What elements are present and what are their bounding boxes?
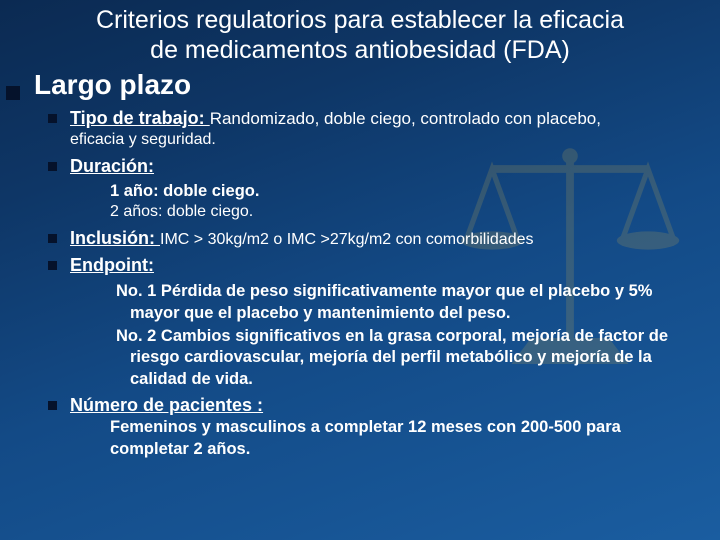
tipo-text: Randomizado, doble ciego, controlado con… xyxy=(210,109,601,128)
endpoint-label: Endpoint: xyxy=(70,255,154,275)
item-endpoint: Endpoint: No. 1 Pérdida de peso signific… xyxy=(48,254,696,390)
item-numero: Número de pacientes : Femeninos y mascul… xyxy=(48,394,696,460)
tipo-text2: eficacia y seguridad. xyxy=(70,130,696,150)
inclusion-text: IMC > 30kg/m2 o IMC >27kg/m2 con comorbi… xyxy=(160,231,534,248)
item-tipo: Tipo de trabajo: Randomizado, doble cieg… xyxy=(48,107,696,151)
item-inclusion: Inclusión: IMC > 30kg/m2 o IMC >27kg/m2 … xyxy=(48,227,696,250)
main-heading: Largo plazo xyxy=(34,69,191,101)
numero-p1: Femeninos y masculinos a completar 12 me… xyxy=(70,417,696,460)
main-heading-row: Largo plazo xyxy=(6,69,696,101)
duracion-label: Duración: xyxy=(70,156,154,176)
endpoint-block: No. 1 Pérdida de peso significativamente… xyxy=(102,281,696,390)
slide: Criterios regulatorios para establecer l… xyxy=(0,0,720,540)
bullet-list: Tipo de trabajo: Randomizado, doble cieg… xyxy=(48,107,696,460)
content: Criterios regulatorios para establecer l… xyxy=(0,0,720,460)
tipo-label: Tipo de trabajo: xyxy=(70,108,210,128)
endpoint-p1: No. 1 Pérdida de peso significativamente… xyxy=(102,281,696,324)
duracion-sub1: 1 año: doble ciego. xyxy=(110,180,696,202)
numero-block: Femeninos y masculinos a completar 12 me… xyxy=(70,417,696,460)
title-line-1: Criterios regulatorios para establecer l… xyxy=(24,6,696,36)
bullet-icon xyxy=(6,86,20,100)
numero-label: Número de pacientes : xyxy=(70,395,263,415)
duracion-sub2: 2 años: doble ciego. xyxy=(110,202,696,223)
inclusion-label: Inclusión: xyxy=(70,228,160,248)
title-line-2: de medicamentos antiobesidad (FDA) xyxy=(24,36,696,66)
item-duracion: Duración: 1 año: doble ciego. 2 años: do… xyxy=(48,155,696,223)
endpoint-p2: No. 2 Cambios significativos en la grasa… xyxy=(102,326,696,390)
